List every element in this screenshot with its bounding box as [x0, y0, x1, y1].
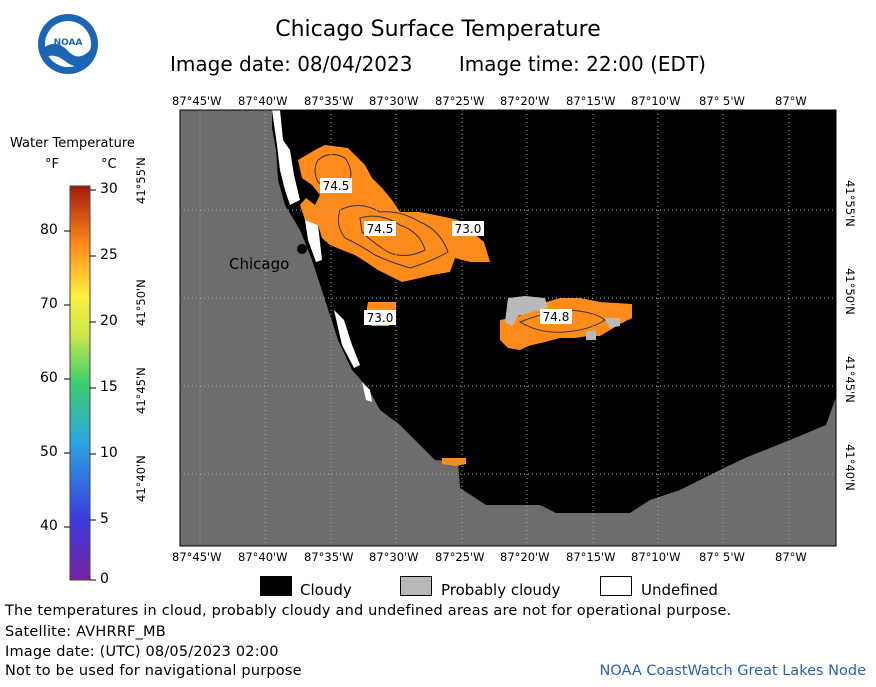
temp-label: 74.8	[543, 310, 570, 324]
y-tick-left: 41°55'N	[134, 157, 148, 204]
legend-label-undefined: Undefined	[641, 581, 718, 599]
undefined-strip	[362, 382, 372, 402]
probably-cloudy-patch	[586, 330, 596, 340]
y-tick-right: 41°45'N	[843, 356, 857, 403]
legend-tick-c: 10	[100, 445, 118, 461]
y-tick-left: 41°40'N	[134, 455, 148, 502]
color-scale-bar	[69, 185, 91, 581]
temp-label: 74.5	[323, 179, 350, 193]
logo-text: NOAA	[54, 38, 83, 48]
x-tick: 87°15'W	[566, 550, 616, 564]
temp-label-box	[540, 309, 572, 324]
temp-label-box	[320, 178, 352, 193]
utc-date: Image date: (UTC) 08/05/2023 02:00	[5, 644, 279, 660]
legend-unit-f: °F	[45, 157, 59, 172]
x-tick: 87°25'W	[435, 94, 485, 108]
warm-patch-south	[442, 458, 466, 466]
image-datetime: Image date: 08/04/2023 Image time: 22:00…	[0, 52, 876, 76]
legend-tick-c: 0	[100, 571, 109, 587]
x-tick: 87°W	[775, 94, 807, 108]
image-time: Image time: 22:00 (EDT)	[458, 52, 706, 76]
color-scale-ticks	[64, 189, 96, 581]
legend-tick-c: 20	[100, 313, 118, 329]
temp-label-box	[452, 221, 484, 236]
temp-label: 73.0	[455, 222, 482, 236]
x-tick: 87°30'W	[369, 550, 419, 564]
legend-tick-f: 60	[40, 370, 58, 386]
credit-link[interactable]: NOAA CoastWatch Great Lakes Node	[599, 663, 866, 679]
legend-tick-c: 25	[100, 247, 118, 263]
legend-title: Water Temperature	[10, 136, 135, 151]
isotherm	[359, 215, 426, 256]
x-tick: 87° 5'W	[699, 94, 745, 108]
undefined-strip	[305, 220, 322, 262]
x-tick: 87°30'W	[369, 94, 419, 108]
y-tick-right: 41°50'N	[843, 268, 857, 315]
satellite-info: Satellite: AVHRRF_MB	[5, 624, 166, 640]
legend-tick-c: 30	[100, 181, 118, 197]
x-tick: 87°20'W	[500, 550, 550, 564]
legend-tick-f: 80	[40, 222, 58, 238]
legend-tick-f: 40	[40, 518, 58, 534]
undefined-strip	[334, 310, 360, 368]
city-label: Chicago	[229, 255, 289, 273]
legend-tick-f: 70	[40, 296, 58, 312]
image-date: Image date: 08/04/2023	[170, 52, 413, 76]
legend-tick-c: 15	[100, 379, 118, 395]
legend-swatch-undefined	[600, 576, 632, 596]
x-tick: 87°40'W	[238, 94, 288, 108]
x-tick: 87°W	[775, 550, 807, 564]
temp-label: 73.0	[367, 311, 394, 325]
legend-swatch-probably-cloudy	[400, 576, 432, 596]
footer-note: The temperatures in cloud, probably clou…	[5, 603, 732, 619]
y-tick-left: 41°50'N	[134, 279, 148, 326]
legend-swatch-cloudy	[260, 576, 292, 596]
x-tick: 87°25'W	[435, 550, 485, 564]
legend-tick-f: 50	[40, 444, 58, 460]
isotherm	[337, 205, 449, 269]
legend-label-cloudy: Cloudy	[300, 581, 352, 599]
temp-label-box	[364, 221, 396, 236]
x-tick: 87°20'W	[500, 94, 550, 108]
x-tick: 87° 5'W	[699, 550, 745, 564]
x-tick: 87°10'W	[631, 550, 681, 564]
undefined-strip	[272, 110, 300, 205]
y-tick-right: 41°40'N	[843, 444, 857, 491]
temp-label: 74.5	[367, 222, 394, 236]
y-tick-right: 41°55'N	[843, 180, 857, 227]
x-tick: 87°35'W	[304, 94, 354, 108]
x-tick: 87°40'W	[238, 550, 288, 564]
x-tick: 87°45'W	[172, 94, 222, 108]
y-tick-left: 41°45'N	[134, 367, 148, 414]
nav-warning: Not to be used for navigational purpose	[5, 663, 302, 679]
probably-cloudy-patch	[604, 318, 620, 328]
x-tick: 87°45'W	[172, 550, 222, 564]
map-frame	[179, 109, 837, 547]
legend-unit-c: °C	[101, 157, 117, 172]
x-tick: 87°15'W	[566, 94, 616, 108]
temp-label-box	[364, 310, 396, 325]
x-tick: 87°10'W	[631, 94, 681, 108]
page-title: Chicago Surface Temperature	[275, 17, 601, 42]
noaa-logo: NOAA	[37, 13, 99, 75]
legend-label-probably-cloudy: Probably cloudy	[441, 581, 561, 599]
chicago-marker	[297, 244, 307, 254]
x-tick: 87°35'W	[304, 550, 354, 564]
legend-tick-c: 5	[100, 511, 109, 527]
